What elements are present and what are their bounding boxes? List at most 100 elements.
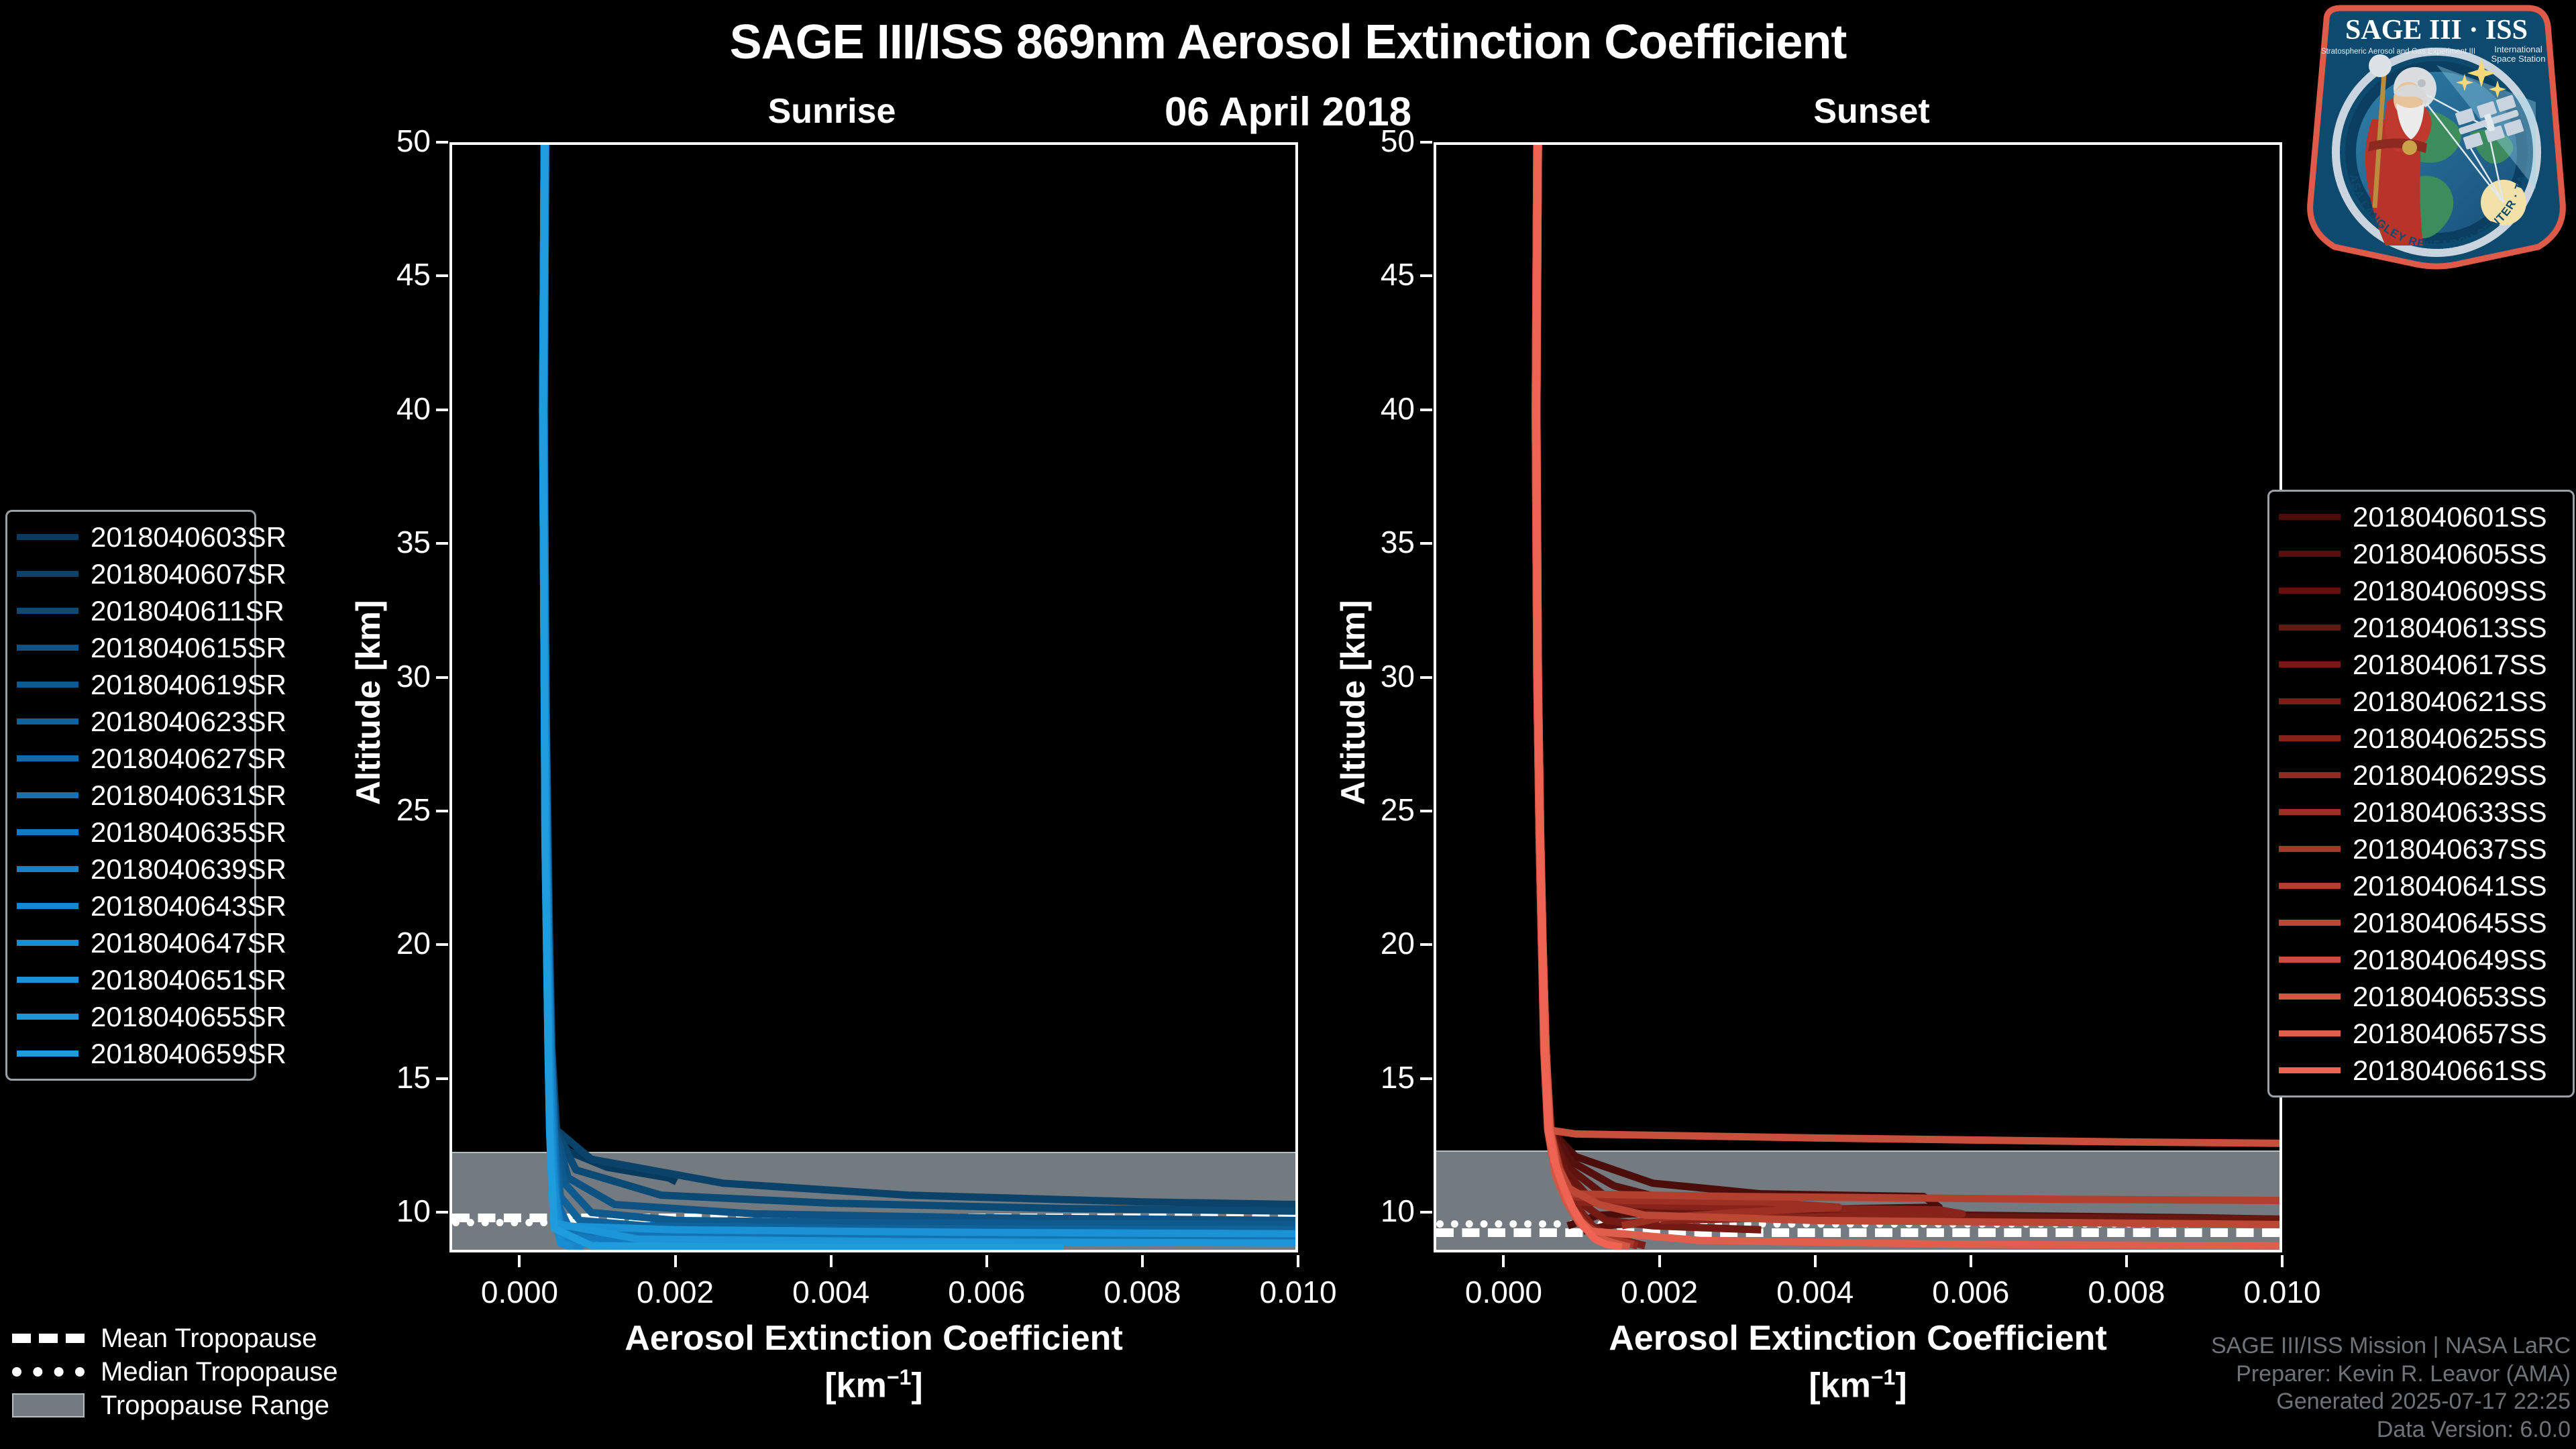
legend-item-sunset-item[interactable]: 2018040637SS	[2279, 830, 2563, 867]
legend-item-sunset-item[interactable]: 2018040645SS	[2279, 904, 2563, 941]
legend-item-sunset-item[interactable]: 2018040633SS	[2279, 794, 2563, 830]
legend-item-sunset-item[interactable]: 2018040657SS	[2279, 1015, 2563, 1052]
legend-item-sunset-item[interactable]: 2018040609SS	[2279, 572, 2563, 609]
series-line	[1532, 145, 1672, 1235]
series-lines-sunrise	[539, 145, 1295, 1250]
series-line	[539, 145, 1295, 1234]
logo-subtitle-right-1: International	[2494, 44, 2542, 54]
legend-item-sunrise-item[interactable]: 2018040615SR	[17, 629, 286, 666]
series-line	[1532, 145, 1966, 1224]
legend-item-sunset-item[interactable]: 2018040605SS	[2279, 535, 2563, 572]
legend-color-swatch	[2279, 994, 2341, 1000]
legend-item-sunrise-item[interactable]: 2018040643SR	[17, 888, 286, 924]
legend-item-sunrise-item[interactable]: 2018040627SR	[17, 740, 286, 777]
legend-item-sunset-item[interactable]: 2018040601SS	[2279, 498, 2563, 535]
legend-item-sunrise-item[interactable]: 2018040611SR	[17, 592, 284, 629]
legend-label: 2018040643SR	[91, 890, 286, 922]
legend-item-sunrise-item[interactable]: 2018040603SR	[17, 519, 286, 555]
legend-label: 2018040621SS	[2353, 685, 2547, 717]
x-tick-label: 0.000	[1464, 1275, 1542, 1309]
y-tick-label: 40	[1380, 390, 1415, 426]
legend-item-sunrise-item[interactable]: 2018040639SR	[17, 851, 286, 888]
legend-item-sunset-item[interactable]: 2018040613SS	[2279, 609, 2563, 646]
y-tick-mark	[1420, 943, 1432, 947]
legend-label: 2018040659SR	[91, 1037, 286, 1069]
legend-item-sunrise-item[interactable]: 2018040651SR	[17, 961, 286, 998]
series-line	[539, 145, 1064, 1250]
x-tick-mark	[674, 1255, 677, 1267]
legend-color-swatch	[2279, 809, 2341, 815]
y-tick-label: 25	[1380, 792, 1415, 827]
legend-sunrise: 2018040603SR 2018040607SR 2018040611SR 2018…	[5, 510, 286, 1081]
legend-item-sunset-item[interactable]: 2018040649SS	[2279, 941, 2563, 978]
legend-item-sunset-item[interactable]: 2018040625SS	[2279, 720, 2563, 757]
legend-color-swatch	[17, 718, 78, 724]
legend-item-sunrise-item[interactable]: 2018040635SR	[17, 814, 286, 851]
legend-color-swatch	[2279, 1067, 2341, 1073]
x-unit-exponent: −1	[1870, 1365, 1896, 1389]
legend-item-sunset-item[interactable]: 2018040661SS	[2279, 1052, 2563, 1089]
legend-item-sunrise-item[interactable]: 2018040659SR	[17, 1035, 286, 1072]
legend-color-swatch	[2279, 1030, 2341, 1036]
legend-item-sunrise-item[interactable]: 2018040647SR	[17, 924, 286, 961]
credits-line: Generated 2025-07-17 22:25	[2276, 1389, 2571, 1415]
legend-color-swatch	[2279, 772, 2341, 778]
sage-iii-iss-logo: SAGE III · ISS Stratospheric Aerosol and…	[2298, 0, 2571, 270]
credits-line: Data Version: 6.0.0	[2376, 1416, 2571, 1442]
legend-label: 2018040653SS	[2353, 980, 2547, 1012]
legend-label: 2018040619SR	[91, 668, 286, 700]
y-tick-mark	[436, 141, 448, 144]
y-tick-mark	[436, 943, 448, 947]
legend-item-sunset-item[interactable]: 2018040653SS	[2279, 978, 2563, 1015]
y-tick-mark	[1420, 542, 1432, 545]
legend-item-sunset-item[interactable]: 2018040641SS	[2279, 867, 2563, 904]
legend-item-sunrise-item[interactable]: 2018040623SR	[17, 703, 286, 740]
x-tick-mark	[1502, 1255, 1505, 1267]
y-axis-title-sunrise: Altitude [km]	[350, 600, 387, 805]
x-tick-mark	[1813, 1255, 1817, 1267]
x-unit-close: ]	[911, 1366, 923, 1405]
legend-color-swatch	[17, 645, 78, 651]
legend-item-sunrise-item[interactable]: 2018040607SR	[17, 555, 286, 592]
x-tick-label: 0.010	[1259, 1275, 1337, 1309]
tropopause-key-item-mean[interactable]: Mean Tropopause	[12, 1322, 338, 1355]
legend-label: 2018040635SR	[91, 816, 286, 848]
x-tick-mark	[1969, 1255, 1972, 1267]
x-tick-label: 0.004	[1776, 1275, 1854, 1309]
y-tick-mark	[1420, 809, 1432, 812]
legend-label: 2018040641SS	[2353, 869, 2547, 902]
legend-item-sunset-item[interactable]: 2018040621SS	[2279, 683, 2563, 720]
y-tick-mark	[1420, 1211, 1432, 1214]
series-lines-sunset	[1532, 145, 2279, 1250]
y-tick-mark	[1420, 1077, 1432, 1080]
legend-label: 2018040601SS	[2353, 500, 2547, 533]
tropopause-key-item-range[interactable]: Tropopause Range	[12, 1389, 338, 1422]
credits-line: SAGE III/ISS Mission | NASA LaRC	[2210, 1333, 2571, 1359]
x-tick-label: 0.002	[1620, 1275, 1699, 1309]
legend-item-sunset-item[interactable]: 2018040617SS	[2279, 646, 2563, 683]
series-line	[1532, 145, 1762, 1234]
tropopause-key-item-median[interactable]: Median Tropopause	[12, 1355, 338, 1389]
key-glyph-inner	[12, 1393, 85, 1417]
x-tick-label: 0.008	[2088, 1275, 2165, 1309]
x-axis-unit-sunrise: [km−1]	[449, 1365, 1298, 1405]
series-line	[1532, 145, 1943, 1230]
legend-color-swatch	[2279, 735, 2341, 741]
x-tick-mark	[1297, 1255, 1299, 1267]
legend-item-sunrise-item[interactable]: 2018040631SR	[17, 777, 286, 814]
legend-item-sunrise-item[interactable]: 2018040619SR	[17, 666, 286, 703]
legend-label: 2018040633SS	[2353, 796, 2547, 828]
y-tick-mark	[1420, 408, 1432, 411]
legend-color-swatch	[17, 1051, 78, 1057]
x-tick-label: 0.008	[1104, 1275, 1181, 1309]
legend-color-swatch	[17, 829, 78, 835]
logo-title: SAGE III · ISS	[2345, 15, 2528, 46]
legend-label: 2018040639SR	[91, 853, 286, 885]
y-tick-mark	[436, 408, 448, 411]
legend-item-sunrise-item[interactable]: 2018040655SR	[17, 998, 286, 1035]
legend-item-sunset-item[interactable]: 2018040629SS	[2279, 757, 2563, 794]
y-tick-label: 15	[396, 1059, 431, 1095]
tropopause-key-label: Tropopause Range	[101, 1390, 329, 1420]
x-unit-exponent: −1	[886, 1365, 912, 1389]
key-glyph-inner	[12, 1334, 85, 1343]
